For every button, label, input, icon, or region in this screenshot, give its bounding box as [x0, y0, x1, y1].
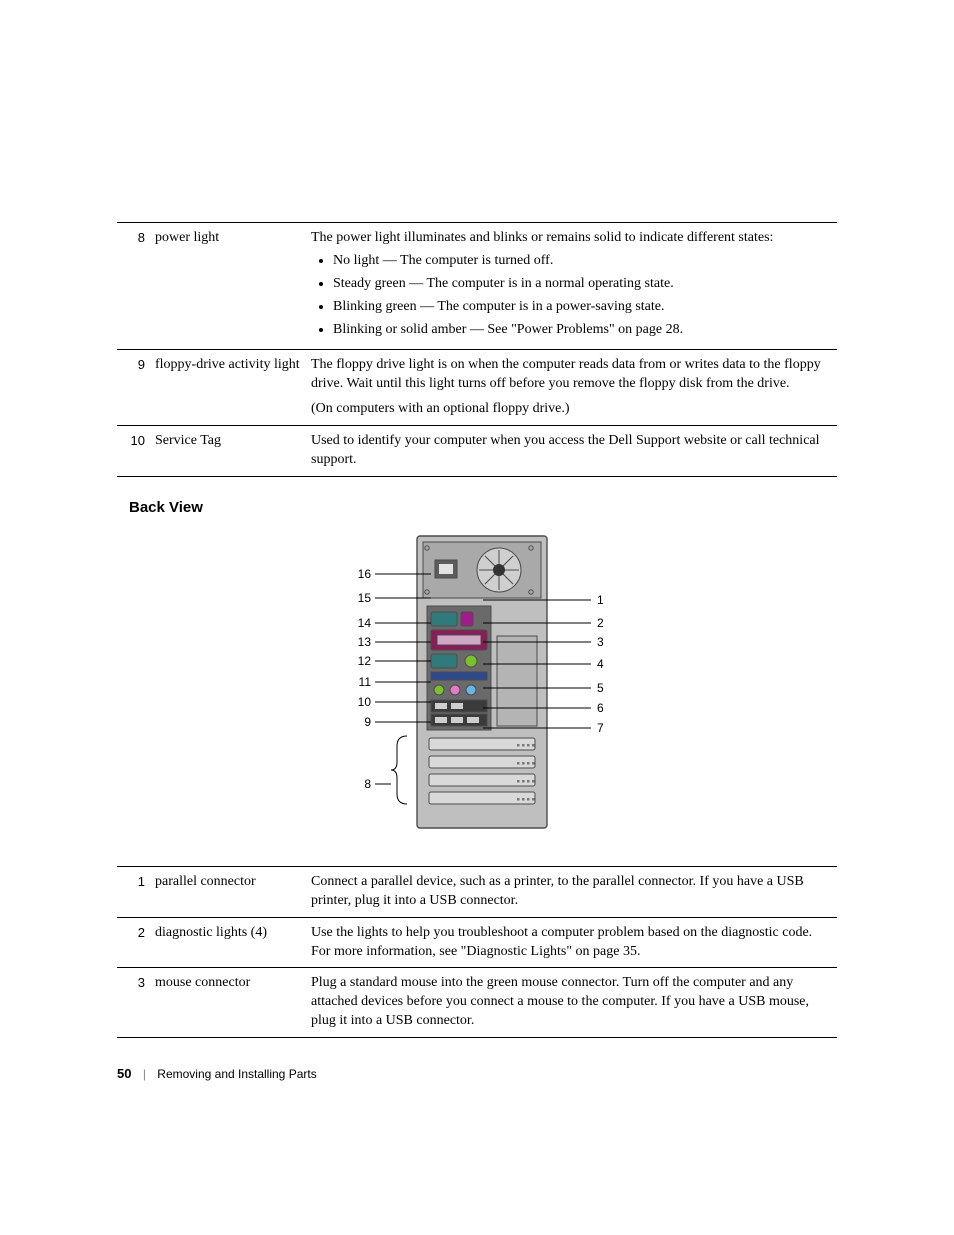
- row-desc: The floppy drive light is on when the co…: [311, 350, 837, 426]
- svg-text:6: 6: [597, 701, 604, 715]
- row-number: 3: [117, 968, 155, 1038]
- footer-section: Removing and Installing Parts: [157, 1067, 316, 1081]
- svg-text:1: 1: [597, 593, 604, 607]
- table-row: 9 floppy-drive activity light The floppy…: [117, 350, 837, 426]
- row-desc: Used to identify your computer when you …: [311, 426, 837, 477]
- row-number: 9: [117, 350, 155, 426]
- row-number: 1: [117, 866, 155, 917]
- row-term: Service Tag: [155, 426, 311, 477]
- row-desc: Use the lights to help you troubleshoot …: [311, 917, 837, 968]
- table-row: 8 power light The power light illuminate…: [117, 223, 837, 350]
- row-desc: Connect a parallel device, such as a pri…: [311, 866, 837, 917]
- table-row: 10 Service Tag Used to identify your com…: [117, 426, 837, 477]
- footer-separator: |: [143, 1067, 146, 1081]
- bullet-item: No light — The computer is turned off.: [333, 252, 835, 271]
- row-term: diagnostic lights (4): [155, 917, 311, 968]
- svg-text:10: 10: [358, 695, 372, 709]
- svg-text:13: 13: [358, 635, 372, 649]
- svg-text:12: 12: [358, 654, 372, 668]
- table-row: 1 parallel connector Connect a parallel …: [117, 866, 837, 917]
- svg-text:4: 4: [597, 657, 604, 671]
- table-row: 3 mouse connector Plug a standard mouse …: [117, 968, 837, 1038]
- bullet-item: Blinking or solid amber — See "Power Pro…: [333, 321, 835, 340]
- top-table: 8 power light The power light illuminate…: [117, 222, 837, 477]
- row-number: 2: [117, 917, 155, 968]
- section-heading: Back View: [129, 499, 837, 516]
- svg-text:16: 16: [358, 567, 372, 581]
- bullet-item: Steady green — The computer is in a norm…: [333, 275, 835, 294]
- row-term: floppy-drive activity light: [155, 350, 311, 426]
- footer: 50 | Removing and Installing Parts: [117, 1066, 317, 1081]
- desc-text: The floppy drive light is on when the co…: [311, 356, 835, 394]
- svg-text:11: 11: [359, 675, 372, 689]
- row-term: mouse connector: [155, 968, 311, 1038]
- svg-text:8: 8: [364, 777, 371, 791]
- desc-intro: The power light illuminates and blinks o…: [311, 230, 773, 245]
- page-number: 50: [117, 1066, 131, 1081]
- row-desc: The power light illuminates and blinks o…: [311, 223, 837, 350]
- bottom-table: 1 parallel connector Connect a parallel …: [117, 866, 837, 1038]
- row-desc: Plug a standard mouse into the green mou…: [311, 968, 837, 1038]
- svg-text:15: 15: [358, 591, 372, 605]
- svg-text:2: 2: [597, 616, 604, 630]
- back-view-illustration: 16151413121110981234567: [297, 528, 657, 838]
- svg-text:5: 5: [597, 681, 604, 695]
- row-term: power light: [155, 223, 311, 350]
- diagram: 16151413121110981234567: [117, 528, 837, 838]
- bullet-item: Blinking green — The computer is in a po…: [333, 298, 835, 317]
- svg-text:3: 3: [597, 635, 604, 649]
- svg-text:9: 9: [364, 715, 371, 729]
- row-term: parallel connector: [155, 866, 311, 917]
- page: 8 power light The power light illuminate…: [0, 0, 954, 1235]
- svg-text:14: 14: [358, 616, 372, 630]
- row-number: 8: [117, 223, 155, 350]
- table-row: 2 diagnostic lights (4) Use the lights t…: [117, 917, 837, 968]
- svg-text:7: 7: [597, 721, 604, 735]
- desc-subtext: (On computers with an optional floppy dr…: [311, 400, 835, 419]
- row-number: 10: [117, 426, 155, 477]
- bullet-list: No light — The computer is turned off. S…: [311, 252, 835, 340]
